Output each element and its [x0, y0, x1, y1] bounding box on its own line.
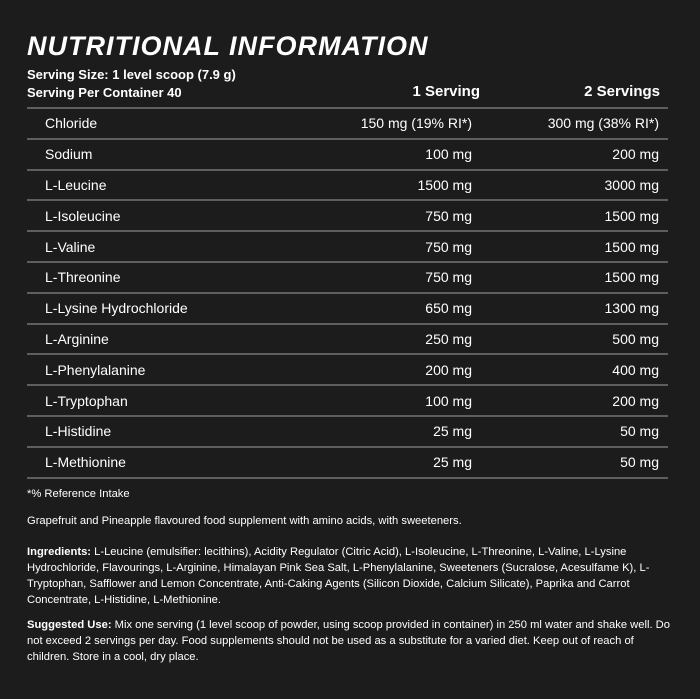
- nutrient-name: Chloride: [45, 115, 98, 132]
- nutrient-name: L-Isoleucine: [45, 207, 121, 224]
- value-1-serving: 750 mg: [425, 207, 472, 224]
- column-header-1-serving: 1 Serving: [412, 83, 480, 100]
- table-row: L-Leucine 1500 mg 3000 mg: [27, 169, 668, 201]
- value-1-serving: 25 mg: [433, 454, 472, 471]
- table-row: Sodium 100 mg 200 mg: [27, 138, 668, 170]
- value-2-servings: 3000 mg: [604, 176, 659, 193]
- suggested-use: Suggested Use: Mix one serving (1 level …: [27, 617, 677, 665]
- value-2-servings: 1500 mg: [604, 238, 659, 255]
- value-2-servings: 200 mg: [612, 146, 659, 163]
- value-1-serving: 750 mg: [425, 269, 472, 286]
- value-2-servings: 1300 mg: [604, 300, 659, 317]
- nutrient-name: L-Tryptophan: [45, 392, 128, 409]
- value-2-servings: 1500 mg: [604, 269, 659, 286]
- table-row: L-Lysine Hydrochloride 650 mg 1300 mg: [27, 292, 668, 324]
- value-1-serving: 250 mg: [425, 330, 472, 347]
- value-2-servings: 300 mg (38% RI*): [547, 115, 659, 132]
- suggested-use-text: Mix one serving (1 level scoop of powder…: [27, 619, 670, 663]
- product-description: Grapefruit and Pineapple flavoured food …: [27, 515, 462, 527]
- ingredients-text: L-Leucine (emulsifier: lecithins), Acidi…: [27, 546, 650, 606]
- table-row: L-Arginine 250 mg 500 mg: [27, 323, 668, 355]
- value-2-servings: 1500 mg: [604, 207, 659, 224]
- value-1-serving: 100 mg: [425, 146, 472, 163]
- table-row: L-Isoleucine 750 mg 1500 mg: [27, 200, 668, 231]
- table-row: L-Phenylalanine 200 mg 400 mg: [27, 354, 668, 385]
- page-title: NUTRITIONAL INFORMATION: [27, 31, 429, 61]
- value-1-serving: 750 mg: [425, 238, 472, 255]
- value-1-serving: 150 mg (19% RI*): [360, 115, 472, 132]
- value-2-servings: 50 mg: [620, 423, 659, 440]
- table-row: L-Tryptophan 100 mg 200 mg: [27, 385, 668, 416]
- table-row: L-Threonine 750 mg 1500 mg: [27, 261, 668, 293]
- suggested-use-label: Suggested Use:: [27, 619, 112, 631]
- value-2-servings: 400 mg: [612, 361, 659, 378]
- nutrient-name: L-Histidine: [45, 423, 112, 440]
- value-1-serving: 25 mg: [433, 423, 472, 440]
- value-2-servings: 200 mg: [612, 392, 659, 409]
- nutrient-name: L-Lysine Hydrochloride: [45, 300, 188, 317]
- table-row: Chloride 150 mg (19% RI*) 300 mg (38% RI*): [27, 108, 668, 139]
- nutrient-name: Sodium: [45, 146, 93, 163]
- nutrient-name: L-Valine: [45, 238, 96, 255]
- footnote: *% Reference Intake: [27, 488, 130, 500]
- value-1-serving: 1500 mg: [417, 176, 472, 193]
- value-2-servings: 50 mg: [620, 454, 659, 471]
- nutrient-name: L-Methionine: [45, 454, 126, 471]
- value-2-servings: 500 mg: [612, 330, 659, 347]
- ingredients: Ingredients: L-Leucine (emulsifier: leci…: [27, 544, 677, 608]
- nutrient-name: L-Leucine: [45, 176, 107, 193]
- nutrition-table: Chloride 150 mg (19% RI*) 300 mg (38% RI*)…: [27, 107, 668, 479]
- value-1-serving: 200 mg: [425, 361, 472, 378]
- table-row: L-Histidine 25 mg 50 mg: [27, 415, 668, 447]
- serving-size: Serving Size: 1 level scoop (7.9 g): [27, 67, 236, 82]
- nutrient-name: L-Arginine: [45, 330, 109, 347]
- nutrient-name: L-Phenylalanine: [45, 361, 146, 378]
- value-1-serving: 100 mg: [425, 392, 472, 409]
- table-row: L-Methionine 25 mg 50 mg: [27, 446, 668, 478]
- value-1-serving: 650 mg: [425, 300, 472, 317]
- table-row: L-Valine 750 mg 1500 mg: [27, 231, 668, 262]
- column-header-2-servings: 2 Servings: [584, 83, 660, 100]
- servings-per-container: Serving Per Container 40: [27, 85, 182, 100]
- ingredients-label: Ingredients:: [27, 546, 92, 558]
- nutrient-name: L-Threonine: [45, 269, 121, 286]
